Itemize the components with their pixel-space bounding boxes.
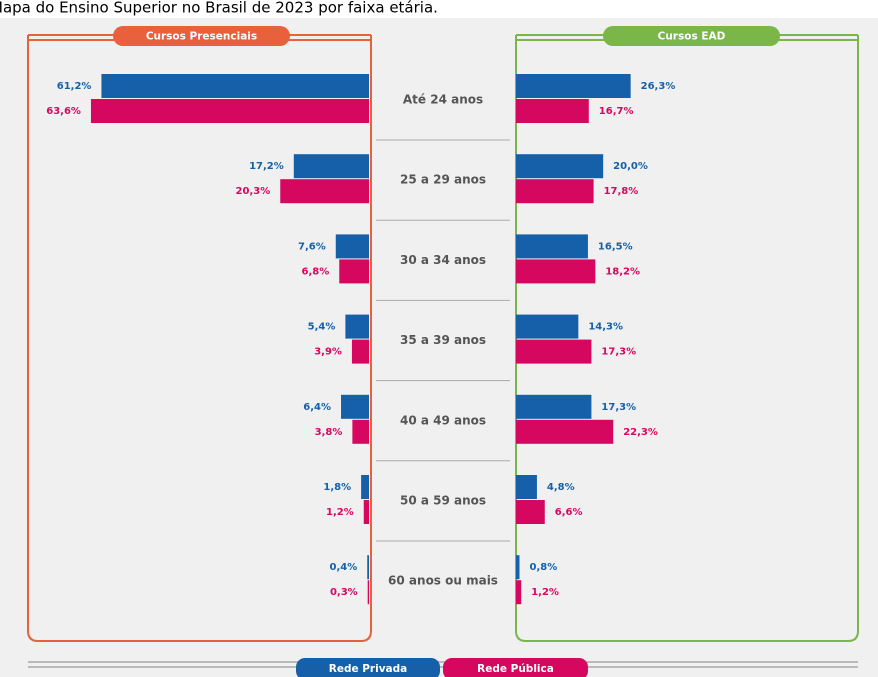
category-label: 25 a 29 anos (400, 173, 486, 187)
bar (516, 475, 537, 499)
bar (516, 394, 592, 419)
value-label: 6,8% (302, 266, 330, 277)
value-label: 17,8% (604, 186, 639, 197)
bar (516, 234, 588, 259)
value-label: 6,4% (303, 402, 331, 413)
value-label: 16,5% (598, 241, 633, 252)
value-label: 4,8% (547, 482, 575, 493)
value-label: 1,2% (531, 587, 559, 598)
category-label: 30 a 34 anos (400, 253, 486, 267)
value-label: 17,2% (249, 161, 284, 172)
value-label: 63,6% (46, 106, 81, 117)
bar (367, 555, 369, 580)
bar (352, 419, 369, 444)
value-label: 0,4% (330, 562, 358, 573)
bar (516, 99, 589, 123)
value-label: 16,7% (599, 106, 634, 117)
bar (351, 339, 369, 364)
category-label: 60 anos ou mais (388, 574, 498, 588)
value-label: 18,2% (605, 266, 640, 277)
bar (90, 99, 369, 123)
category-label: 50 a 59 anos (400, 494, 486, 508)
bar (516, 74, 631, 98)
bar (363, 500, 369, 524)
bar (516, 314, 579, 339)
value-label: 22,3% (623, 427, 658, 438)
category-label: 35 a 39 anos (400, 333, 486, 347)
bar (361, 475, 369, 499)
bar (516, 179, 594, 204)
page-title: Mapa do Ensino Superior no Brasil de 202… (0, 0, 438, 17)
bar (339, 259, 369, 284)
value-label: 20,0% (613, 161, 648, 172)
value-label: 14,3% (588, 322, 623, 333)
value-label: 26,3% (641, 81, 676, 92)
panel-frame (515, 35, 859, 642)
value-label: 1,8% (323, 482, 351, 493)
value-label: 1,2% (326, 507, 354, 518)
bar (516, 259, 596, 284)
value-label: 3,8% (315, 427, 343, 438)
bar (516, 500, 545, 524)
bar (367, 580, 369, 605)
value-label: 61,2% (57, 81, 92, 92)
value-label: 5,4% (308, 322, 336, 333)
category-label: 40 a 49 anos (400, 413, 486, 427)
bar (335, 234, 369, 259)
bar (516, 339, 592, 364)
background (0, 18, 878, 677)
value-label: 17,3% (601, 402, 636, 413)
bar (280, 179, 369, 204)
category-label: Até 24 anos (403, 93, 483, 107)
value-label: 6,6% (555, 507, 583, 518)
value-label: 7,6% (298, 241, 326, 252)
bar (516, 555, 520, 580)
panel-title: Cursos EAD (658, 31, 726, 43)
panel-pill (113, 26, 290, 46)
bar (101, 74, 369, 98)
panel-pill (603, 26, 780, 46)
value-label: 3,9% (314, 347, 342, 358)
panel-frame (27, 35, 372, 642)
bar (345, 314, 369, 339)
bar (516, 580, 522, 605)
value-label: 0,8% (529, 562, 557, 573)
bar (341, 394, 369, 419)
legend-pill (296, 658, 440, 677)
bar (516, 419, 614, 444)
legend-pill (443, 658, 588, 677)
value-label: 0,3% (330, 587, 358, 598)
bar (293, 154, 369, 179)
legend-label: Rede Pública (477, 663, 554, 675)
value-label: 20,3% (236, 186, 271, 197)
bar (516, 154, 604, 179)
value-label: 17,3% (601, 347, 636, 358)
panel-title: Cursos Presenciais (146, 31, 257, 43)
legend-label: Rede Privada (329, 663, 408, 675)
